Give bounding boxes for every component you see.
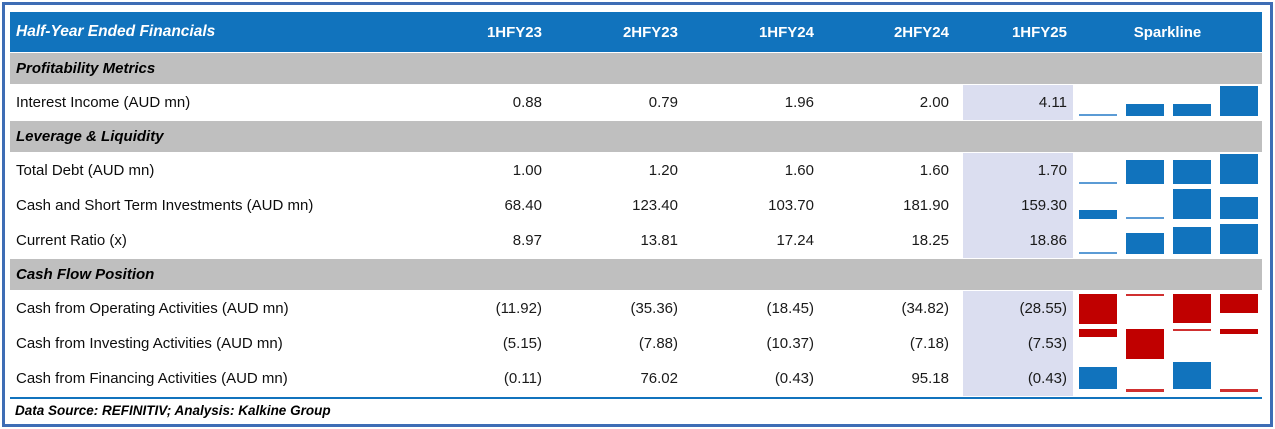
value-cell: 159.30 bbox=[963, 188, 1073, 223]
value-cell: 76.02 bbox=[640, 370, 678, 387]
sparkline-bar bbox=[1079, 210, 1117, 219]
sparkline bbox=[1073, 223, 1262, 258]
sparkline-bar bbox=[1220, 224, 1258, 254]
value-cell: 103.70 bbox=[768, 197, 814, 214]
value-cell: (5.15) bbox=[502, 335, 542, 352]
sparkline bbox=[1073, 291, 1262, 326]
value-cell: 68.40 bbox=[504, 197, 542, 214]
table-row: Cash and Short Term Investments (AUD mn)… bbox=[10, 188, 1262, 223]
value-cell: 18.86 bbox=[963, 223, 1073, 258]
value-cell: 1.20 bbox=[648, 162, 678, 179]
value-cell: 181.90 bbox=[903, 197, 949, 214]
sparkline-bar bbox=[1126, 217, 1164, 219]
table-row: Current Ratio (x) 8.97 13.81 17.24 18.25 18.8… bbox=[10, 223, 1262, 258]
table-row: Cash from Operating Activities (AUD mn) (… bbox=[10, 291, 1262, 326]
row-label: Cash from Operating Activities (AUD mn) bbox=[16, 300, 289, 317]
sparkline bbox=[1073, 188, 1262, 223]
row-label: Interest Income (AUD mn) bbox=[16, 94, 191, 111]
value-cell: (0.43) bbox=[963, 361, 1073, 396]
value-cell: 13.81 bbox=[640, 232, 678, 249]
data-source-note: Data Source: REFINITIV; Analysis: Kalkin… bbox=[15, 403, 331, 418]
sparkline-bar bbox=[1220, 294, 1258, 313]
section-header: Profitability Metrics bbox=[10, 53, 1262, 84]
column-header-1hfy24: 1HFY24 bbox=[758, 23, 814, 41]
value-cell: (7.53) bbox=[963, 326, 1073, 361]
sparkline-bar bbox=[1126, 104, 1164, 116]
row-label: Cash and Short Term Investments (AUD mn) bbox=[16, 197, 314, 214]
sparkline-bar bbox=[1079, 182, 1117, 184]
sparkline-bar bbox=[1220, 329, 1258, 334]
value-cell: (18.45) bbox=[766, 300, 814, 317]
sparkline-bar bbox=[1079, 294, 1117, 324]
value-cell: 95.18 bbox=[911, 370, 949, 387]
value-cell: (11.92) bbox=[495, 300, 542, 317]
sparkline-bar bbox=[1079, 367, 1117, 389]
section-header: Leverage & Liquidity bbox=[10, 121, 1262, 152]
value-cell: 18.25 bbox=[911, 232, 949, 249]
sparkline-bar bbox=[1126, 160, 1164, 184]
column-header-2hfy23: 2HFY23 bbox=[622, 23, 678, 41]
sparkline-bar bbox=[1126, 329, 1164, 359]
sparkline-bar bbox=[1079, 252, 1117, 254]
table-header: Half-Year Ended Financials 1HFY23 2HFY23… bbox=[10, 12, 1262, 52]
table-row: Cash from Investing Activities (AUD mn) (… bbox=[10, 326, 1262, 361]
value-cell: (0.11) bbox=[503, 370, 542, 387]
value-cell: 1.60 bbox=[919, 162, 949, 179]
value-cell: 1.00 bbox=[512, 162, 542, 179]
value-cell: 17.24 bbox=[776, 232, 814, 249]
sparkline-bar bbox=[1126, 294, 1164, 296]
sparkline bbox=[1073, 85, 1262, 120]
value-cell: (10.37) bbox=[766, 335, 814, 352]
table-body: Profitability Metrics Interest Income (AU… bbox=[10, 53, 1262, 396]
value-cell: 2.00 bbox=[919, 94, 949, 111]
sparkline-bar bbox=[1220, 154, 1258, 184]
value-cell: (0.43) bbox=[774, 370, 814, 387]
sparkline-bar bbox=[1173, 294, 1211, 323]
value-cell: 1.96 bbox=[784, 94, 814, 111]
column-header-1hfy23: 1HFY23 bbox=[486, 23, 542, 41]
table-bottom-border bbox=[10, 397, 1262, 399]
table-title: Half-Year Ended Financials bbox=[16, 23, 216, 40]
row-label: Cash from Financing Activities (AUD mn) bbox=[16, 370, 288, 387]
sparkline-bar bbox=[1220, 389, 1258, 392]
sparkline-bar bbox=[1126, 233, 1164, 254]
sparkline bbox=[1073, 153, 1262, 188]
row-label: Cash from Investing Activities (AUD mn) bbox=[16, 335, 283, 352]
value-cell: 0.88 bbox=[512, 94, 542, 111]
section-header: Cash Flow Position bbox=[10, 259, 1262, 290]
value-cell: 123.40 bbox=[632, 197, 678, 214]
value-cell: (35.36) bbox=[630, 300, 678, 317]
value-cell: 4.11 bbox=[963, 85, 1073, 120]
value-cell: 1.70 bbox=[963, 153, 1073, 188]
table-row: Total Debt (AUD mn) 1.00 1.20 1.60 1.60 1.70 bbox=[10, 153, 1262, 188]
financials-table: Half-Year Ended Financials 1HFY23 2HFY23… bbox=[10, 12, 1262, 423]
table-row: Cash from Financing Activities (AUD mn) (… bbox=[10, 361, 1262, 396]
sparkline-bar bbox=[1079, 329, 1117, 337]
sparkline-bar bbox=[1173, 104, 1211, 116]
value-cell: 0.79 bbox=[648, 94, 678, 111]
sparkline-bar bbox=[1173, 329, 1211, 331]
table-row: Interest Income (AUD mn) 0.88 0.79 1.96 2.00… bbox=[10, 85, 1262, 120]
sparkline-bar bbox=[1220, 86, 1258, 116]
row-label: Total Debt (AUD mn) bbox=[16, 162, 155, 179]
sparkline-bar bbox=[1079, 114, 1117, 116]
row-label: Current Ratio (x) bbox=[16, 232, 127, 249]
value-cell: 1.60 bbox=[784, 162, 814, 179]
column-header-2hfy24: 2HFY24 bbox=[893, 23, 949, 41]
sparkline-bar bbox=[1173, 160, 1211, 184]
sparkline-bar bbox=[1173, 189, 1211, 219]
column-header-sparkline: Sparkline bbox=[1133, 23, 1202, 41]
sparkline-bar bbox=[1173, 227, 1211, 254]
value-cell: (28.55) bbox=[963, 291, 1073, 326]
sparkline bbox=[1073, 361, 1262, 396]
value-cell: (34.82) bbox=[901, 300, 949, 317]
value-cell: (7.88) bbox=[638, 335, 678, 352]
sparkline-bar bbox=[1173, 362, 1211, 389]
column-header-1hfy25: 1HFY25 bbox=[1011, 23, 1067, 41]
value-cell: 8.97 bbox=[512, 232, 542, 249]
sparkline bbox=[1073, 326, 1262, 361]
sparkline-bar bbox=[1220, 197, 1258, 219]
value-cell: (7.18) bbox=[909, 335, 949, 352]
sparkline-bar bbox=[1126, 389, 1164, 392]
